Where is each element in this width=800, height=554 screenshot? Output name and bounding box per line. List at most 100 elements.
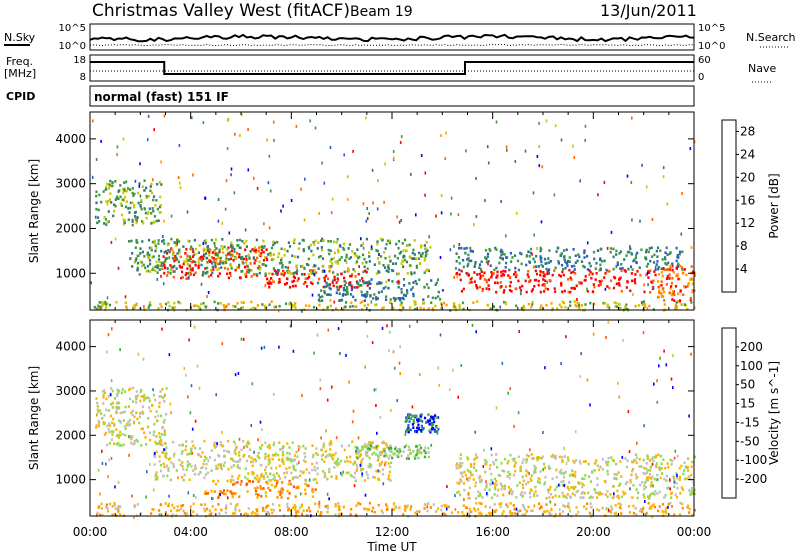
power-cell [649, 291, 652, 294]
power-cell [517, 279, 520, 283]
power-cell [105, 305, 108, 309]
power-cell [647, 283, 649, 287]
power-cell [400, 287, 403, 291]
velocity-cell [418, 448, 421, 451]
power-cell [328, 266, 331, 270]
power-cell [157, 254, 161, 258]
power-cell [142, 263, 145, 267]
velocity-cell [295, 510, 298, 514]
velocity-cell [463, 498, 465, 502]
freq-strip-frame [89, 54, 695, 82]
velocity-cell [210, 449, 213, 452]
power-cell [104, 188, 107, 191]
velocity-frame [89, 319, 695, 517]
velocity-cell [669, 487, 671, 491]
power-cell [236, 239, 239, 242]
velocity-cell [295, 513, 298, 516]
power-cell [412, 292, 415, 296]
velocity-cell [112, 430, 115, 433]
power-cell [345, 253, 348, 257]
power-cell [569, 300, 572, 304]
power-cell [666, 202, 669, 206]
velocity-cell [135, 401, 138, 404]
power-cell [402, 260, 405, 263]
power-cell [474, 261, 477, 264]
power-cell [160, 274, 162, 278]
velocity-cell [106, 424, 109, 428]
power-cell [165, 252, 169, 255]
velocity-cell [375, 469, 378, 473]
velocity-cell [381, 511, 384, 515]
power-cell [422, 307, 425, 311]
velocity-cell [509, 473, 512, 476]
velocity-cell [231, 494, 234, 497]
power-cell [403, 284, 406, 287]
power-cell [502, 269, 505, 273]
power-cell [458, 243, 461, 246]
velocity-cell [141, 405, 145, 409]
power-cell [329, 146, 332, 149]
velocity-cell [192, 502, 195, 506]
velocity-cell [254, 512, 257, 515]
power-cell [409, 264, 412, 267]
velocity-cell [128, 453, 130, 457]
velocity-cell [644, 472, 647, 476]
power-cell [143, 255, 146, 258]
velocity-cell [153, 463, 156, 466]
velocity-cell [213, 490, 216, 493]
velocity-cell [473, 507, 476, 510]
velocity-cell [170, 411, 172, 415]
power-cell [641, 303, 644, 306]
power-cell [514, 159, 517, 163]
velocity-cell [582, 496, 585, 499]
velocity-cell [501, 512, 504, 516]
power-cell [388, 239, 391, 243]
velocity-cell [391, 456, 394, 460]
velocity-cell [499, 474, 502, 477]
power-cell [342, 242, 345, 246]
velocity-cell [384, 453, 387, 457]
power-cell [645, 250, 648, 254]
freq-left-tick-bottom: 8 [80, 72, 86, 83]
velocity-cell [364, 493, 367, 497]
velocity-cell [371, 441, 374, 444]
velocity-cell [321, 458, 324, 461]
power-cell [373, 263, 376, 266]
velocity-cell [679, 492, 682, 495]
velocity-cell [407, 445, 411, 449]
velocity-cell [475, 501, 478, 505]
power-cell [214, 264, 217, 267]
power-cell [345, 256, 348, 259]
power-cell [321, 299, 324, 302]
velocity-cell [564, 470, 567, 474]
velocity-cell [656, 400, 659, 404]
velocity-cell [628, 450, 631, 454]
power-cell [338, 286, 340, 290]
velocity-cell [415, 453, 418, 457]
velocity-cell [418, 510, 421, 513]
velocity-cell [378, 453, 381, 457]
power-cell [562, 268, 565, 271]
velocity-cell [111, 513, 114, 517]
velocity-cell [485, 480, 487, 484]
power-cell [261, 245, 264, 249]
power-cell [317, 293, 320, 297]
power-cell [258, 265, 261, 268]
velocity-cell [323, 475, 326, 479]
velocity-cell [294, 508, 297, 511]
power-cell [223, 306, 226, 310]
velocity-cell [459, 471, 462, 475]
velocity-cell [194, 467, 197, 470]
power-cell [675, 259, 678, 263]
velocity-cell [673, 480, 676, 484]
power-cell [450, 196, 453, 200]
velocity-cell [625, 465, 629, 469]
velocity-cell [651, 504, 654, 507]
velocity-cell [164, 442, 167, 445]
power-cell [422, 301, 424, 305]
power-cell [209, 268, 212, 272]
power-cell [270, 246, 273, 250]
power-cell [156, 264, 159, 267]
velocity-cell [497, 473, 500, 477]
power-cell [210, 238, 213, 242]
